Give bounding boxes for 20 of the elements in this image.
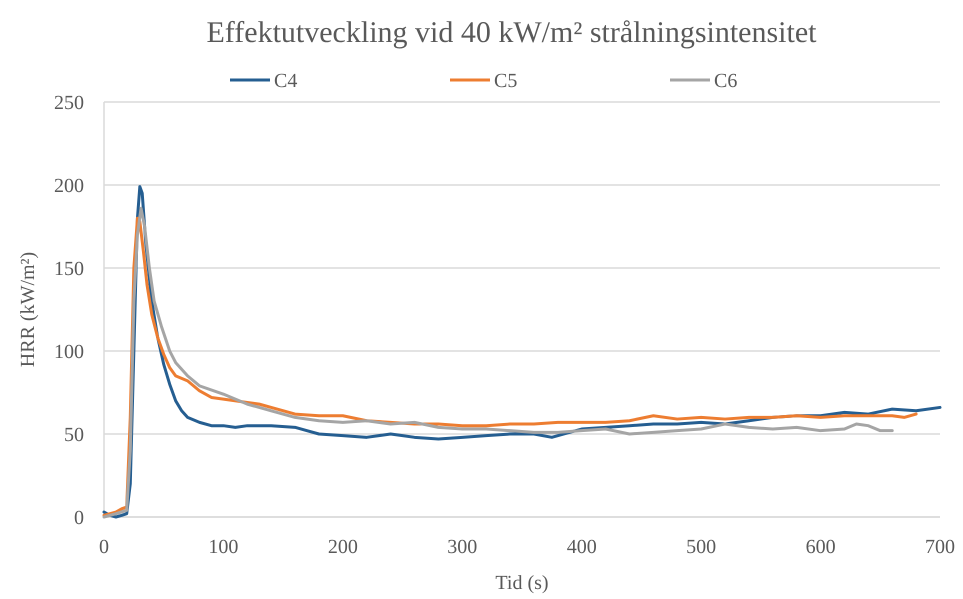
legend-label: C4 (274, 70, 298, 92)
x-tick-label: 200 (328, 536, 358, 558)
x-tick-label: 400 (566, 536, 597, 558)
y-tick-label: 200 (54, 175, 84, 197)
y-axis-title: HRR (kW/m²) (17, 252, 39, 368)
x-tick-label: 600 (806, 536, 836, 558)
legend-label: C5 (494, 70, 518, 92)
y-tick-label: 150 (54, 258, 84, 280)
x-tick-label: 300 (447, 536, 478, 558)
chart-title: Effektutveckling vid 40 kW/m² strålningsintensitet (206, 16, 818, 49)
y-tick-label: 50 (64, 424, 84, 446)
y-tick-label: 100 (54, 341, 84, 363)
x-tick-label: 500 (686, 536, 716, 558)
x-tick-label: 100 (208, 536, 238, 558)
x-tick-label: 700 (925, 536, 955, 558)
y-tick-label: 0 (74, 507, 84, 529)
x-tick-label: 0 (99, 536, 109, 558)
y-tick-label: 250 (54, 92, 84, 114)
x-axis-title: Tid (s) (495, 572, 549, 594)
legend-label: C6 (714, 70, 738, 92)
